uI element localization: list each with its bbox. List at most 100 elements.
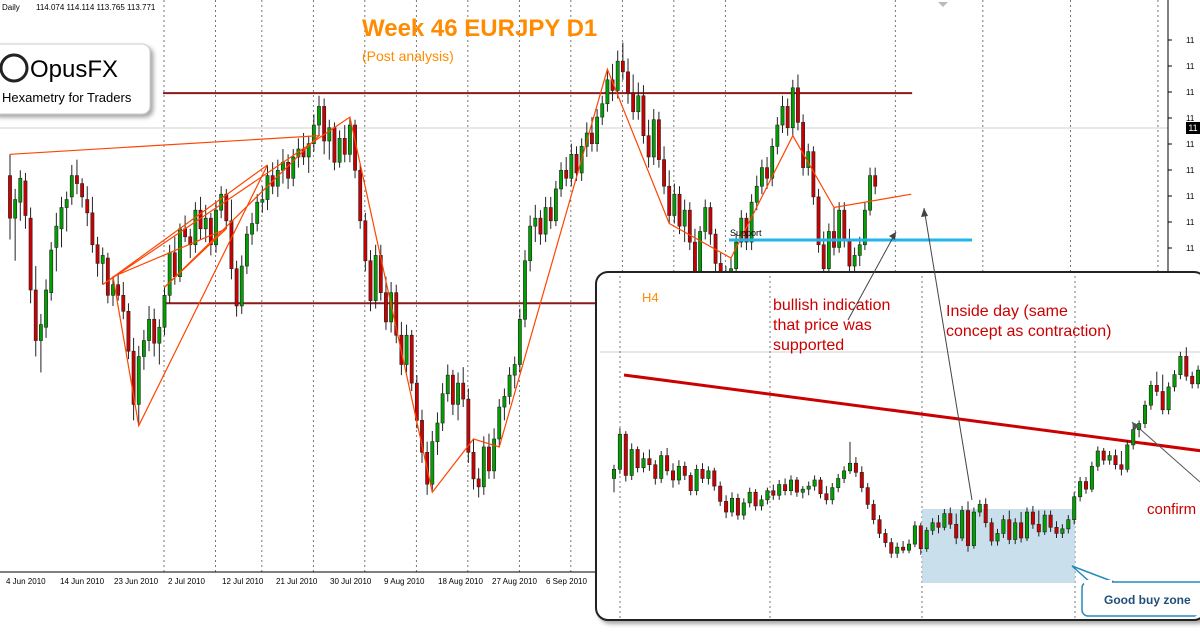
main-candle — [775, 117, 780, 155]
inset-candle — [865, 483, 870, 509]
main-candle — [49, 242, 54, 301]
inset-candle-body — [824, 493, 829, 501]
main-candle-body — [564, 169, 569, 179]
main-candle — [461, 367, 466, 408]
main-candle — [373, 244, 378, 309]
main-candle-body — [250, 223, 254, 235]
main-candle — [126, 303, 131, 360]
main-candle — [677, 186, 682, 235]
inset-candle-body — [971, 511, 976, 546]
main-candle-body — [641, 95, 646, 136]
inset-candle — [971, 507, 976, 549]
inset-candle — [700, 463, 705, 484]
main-candle — [147, 305, 151, 352]
main-candle — [435, 412, 440, 455]
main-candle-body — [548, 207, 553, 222]
main-candle-body — [626, 71, 630, 94]
main-candle-body — [28, 217, 33, 291]
main-candle — [497, 399, 502, 447]
main-candle-body — [837, 209, 842, 248]
main-candle-body — [476, 478, 481, 488]
inset-candle-body — [1184, 356, 1189, 377]
inset-candle — [842, 466, 847, 484]
main-candle — [487, 433, 491, 479]
main-candle — [754, 175, 759, 211]
main-candle — [517, 308, 522, 373]
inset-candle — [853, 457, 858, 477]
main-candle — [790, 79, 795, 136]
x-tick-label: 12 Jul 2010 — [222, 577, 264, 586]
inside-day-arrow — [923, 207, 973, 501]
main-candle-body — [85, 199, 90, 214]
inset-candle-body — [1148, 385, 1153, 406]
inset-candle — [682, 461, 687, 480]
inset-candle — [688, 472, 693, 496]
main-candle-body — [672, 193, 677, 216]
inset-candle — [901, 541, 906, 554]
zigzag-line — [9, 67, 912, 494]
main-candle — [116, 274, 121, 301]
main-candle — [59, 196, 64, 248]
main-candle — [868, 167, 872, 216]
main-candle-body — [801, 122, 806, 168]
inset-candle-body — [1084, 481, 1089, 490]
main-candle-body — [203, 217, 208, 230]
inset-candle-body — [1107, 455, 1112, 461]
main-candle — [857, 236, 862, 267]
inset-candle-body — [948, 513, 953, 525]
inset-candle — [729, 492, 734, 517]
y-tick-label: 11 — [1186, 140, 1195, 149]
main-candle-body — [502, 396, 507, 408]
inset-candle-body — [1054, 527, 1059, 534]
inset-candle — [1172, 370, 1177, 392]
inset-candle-body — [1078, 481, 1083, 498]
inset-candle — [847, 441, 852, 474]
main-candle — [430, 430, 435, 493]
inset-candle — [641, 452, 646, 473]
main-candle-body — [394, 292, 399, 336]
main-candle-body — [533, 217, 538, 227]
main-candle-body — [574, 154, 579, 174]
inset-candle-body — [936, 522, 941, 528]
main-candle-body — [543, 207, 548, 235]
inset-candle-body — [806, 485, 811, 490]
main-candle — [626, 58, 630, 104]
inset-candle-body — [989, 522, 994, 542]
main-candle-body — [260, 199, 265, 203]
main-candle — [203, 204, 208, 243]
main-candle — [826, 223, 831, 277]
main-candle — [239, 255, 244, 314]
inset-candle-body — [800, 488, 805, 493]
inset-candle — [1131, 425, 1136, 450]
main-candle-body — [821, 244, 826, 270]
inset-candle — [918, 522, 923, 555]
main-candle — [13, 188, 18, 261]
main-candle-body — [229, 220, 234, 270]
main-candle-body — [337, 138, 342, 163]
inset-candles — [611, 347, 1200, 558]
inset-candle — [694, 464, 699, 496]
inset-candle — [783, 478, 788, 496]
main-candle — [816, 188, 821, 253]
main-candle-body — [826, 231, 831, 270]
main-candle — [646, 119, 651, 168]
logo-tagline: Hexametry for Traders — [2, 90, 132, 105]
inset-candle — [1190, 371, 1195, 389]
main-candle-body — [33, 289, 38, 341]
main-candle — [770, 138, 775, 187]
main-candle-body — [90, 212, 95, 246]
inset-candle — [629, 443, 634, 480]
main-candle-body — [152, 318, 157, 344]
main-candle — [605, 69, 610, 112]
main-candle — [347, 117, 352, 163]
inset-candle — [753, 489, 758, 511]
inset-candle-body — [1125, 444, 1130, 470]
main-candle — [95, 236, 100, 277]
main-candle — [651, 109, 656, 165]
inset-candle — [1160, 374, 1165, 415]
main-candle — [837, 202, 842, 253]
inset-candle-body — [1190, 375, 1195, 385]
main-candle-body — [528, 225, 533, 262]
main-candle-body — [368, 260, 373, 301]
main-candle — [512, 356, 517, 389]
